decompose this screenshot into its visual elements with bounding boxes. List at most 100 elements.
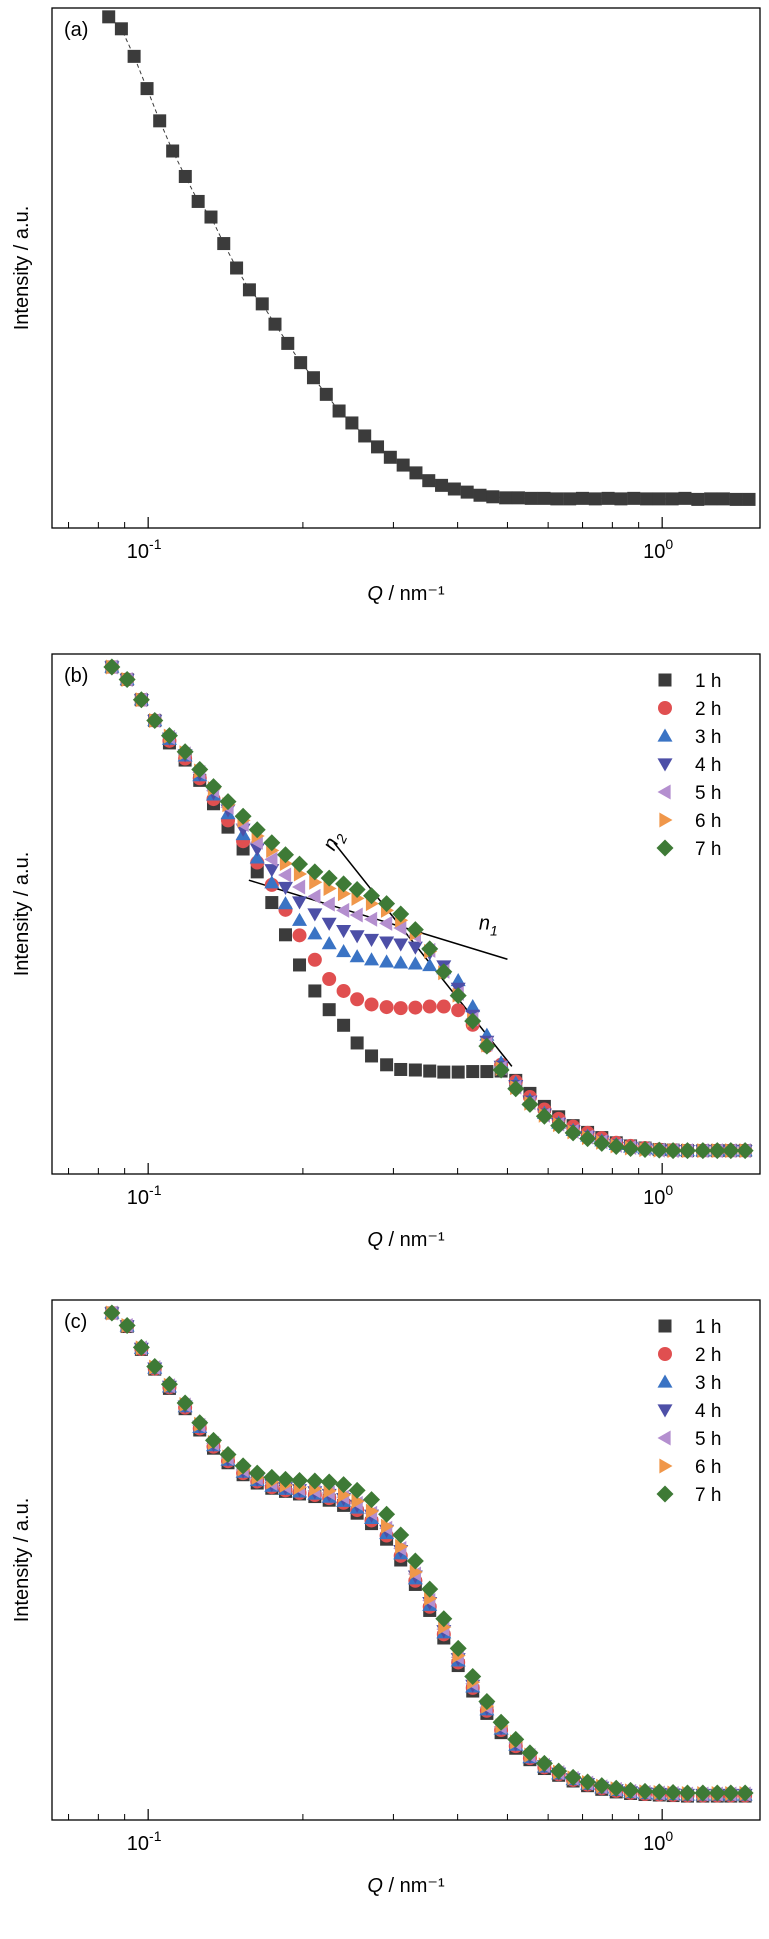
data-point: [380, 1058, 394, 1072]
data-point: [449, 987, 467, 1005]
data-point: [364, 933, 380, 947]
x-tick-label: 10-1: [127, 536, 162, 563]
data-point: [336, 902, 350, 918]
x-tick-label: 10-1: [127, 1828, 162, 1855]
data-point: [306, 1472, 324, 1490]
data-point: [486, 490, 500, 504]
legend-marker: [659, 812, 673, 828]
plot-frame-a: [51, 7, 761, 529]
data-point: [160, 1375, 178, 1393]
data-point: [564, 1124, 582, 1142]
data-point: [729, 492, 743, 506]
data-point: [464, 1667, 482, 1685]
data-point: [383, 450, 397, 464]
data-point: [371, 440, 385, 454]
data-point: [263, 834, 281, 852]
legend-label: 5 h: [695, 1429, 721, 1450]
data-point: [364, 997, 379, 1012]
data-point: [593, 1134, 611, 1152]
data-point: [435, 1610, 453, 1628]
data-point: [451, 1003, 466, 1018]
data-point: [335, 875, 353, 893]
data-point: [276, 1470, 294, 1488]
data-point: [708, 1784, 726, 1802]
legend-marker: [657, 1404, 673, 1418]
data-point: [278, 928, 292, 942]
data-point: [492, 1713, 510, 1731]
data-point: [234, 1457, 252, 1475]
data-point: [204, 1431, 222, 1449]
plot-frame-b: [51, 653, 761, 1175]
data-point: [336, 983, 351, 998]
chart-panel-b: 10-1 100 Q / nm⁻¹ Intensity / a.u. (b) n1 n2 1 …: [0, 646, 769, 1292]
data-point: [255, 297, 269, 311]
data-point: [102, 10, 116, 24]
data-point: [358, 429, 372, 443]
y-axis-label-b: Intensity / a.u.: [11, 852, 33, 977]
data-point: [665, 492, 679, 506]
legend-label: 5 h: [695, 783, 721, 804]
data-point: [363, 1491, 381, 1509]
data-point: [248, 1464, 266, 1482]
data-point: [307, 888, 321, 904]
data-point: [350, 1036, 364, 1050]
data-point: [691, 492, 705, 506]
data-point: [264, 875, 280, 889]
data-point: [694, 1784, 712, 1802]
legend-marker: [657, 758, 673, 772]
chart-panel-a: 10-1 100 Q / nm⁻¹ Intensity / a.u. (a): [0, 0, 769, 646]
legend-label: 7 h: [695, 1485, 721, 1506]
data-point: [392, 905, 410, 923]
annotation-n2: n2: [319, 827, 351, 855]
data-point: [364, 911, 378, 927]
data-point: [292, 928, 307, 943]
data-point: [636, 1782, 654, 1800]
series-c-6: [106, 1305, 753, 1801]
data-point: [350, 992, 365, 1007]
data-point: [320, 869, 338, 887]
data-point: [292, 879, 306, 895]
data-point: [423, 1064, 437, 1078]
data-point: [336, 943, 352, 958]
data-point: [242, 283, 256, 297]
data-point: [436, 999, 451, 1014]
series-b-2: [104, 660, 753, 1158]
data-point: [722, 1784, 740, 1802]
data-point: [422, 957, 438, 972]
data-point: [349, 930, 365, 944]
data-point: [640, 492, 654, 506]
data-point: [321, 896, 335, 912]
data-point: [321, 917, 337, 931]
data-point: [380, 1518, 395, 1534]
data-point: [636, 1141, 654, 1159]
data-point: [378, 895, 396, 913]
data-point: [277, 896, 293, 910]
data-point: [191, 194, 205, 208]
data-point: [219, 793, 237, 811]
data-point: [524, 491, 538, 505]
data-point: [277, 867, 292, 883]
legend-label: 6 h: [695, 811, 721, 832]
legend-label: 1 h: [695, 1317, 721, 1338]
data-point: [234, 807, 252, 825]
data-point: [447, 482, 461, 496]
data-point: [335, 1476, 353, 1494]
data-point: [294, 356, 308, 370]
data-point: [614, 492, 628, 506]
data-point: [166, 144, 180, 158]
plot-frame-c: [51, 1299, 761, 1821]
data-point: [118, 1316, 136, 1334]
data-point: [406, 921, 424, 939]
data-point: [421, 1580, 439, 1598]
data-point: [337, 1487, 352, 1503]
data-point: [579, 1130, 597, 1148]
data-point: [652, 492, 666, 506]
annotation-n1: n1: [479, 913, 498, 939]
y-axis-label-c: Intensity / a.u.: [11, 1498, 33, 1623]
data-point: [407, 956, 423, 970]
data-point: [473, 488, 487, 502]
x-tick-label: 100: [643, 1828, 673, 1855]
data-point: [395, 1538, 409, 1554]
data-point: [409, 1564, 423, 1580]
data-point: [292, 912, 308, 926]
